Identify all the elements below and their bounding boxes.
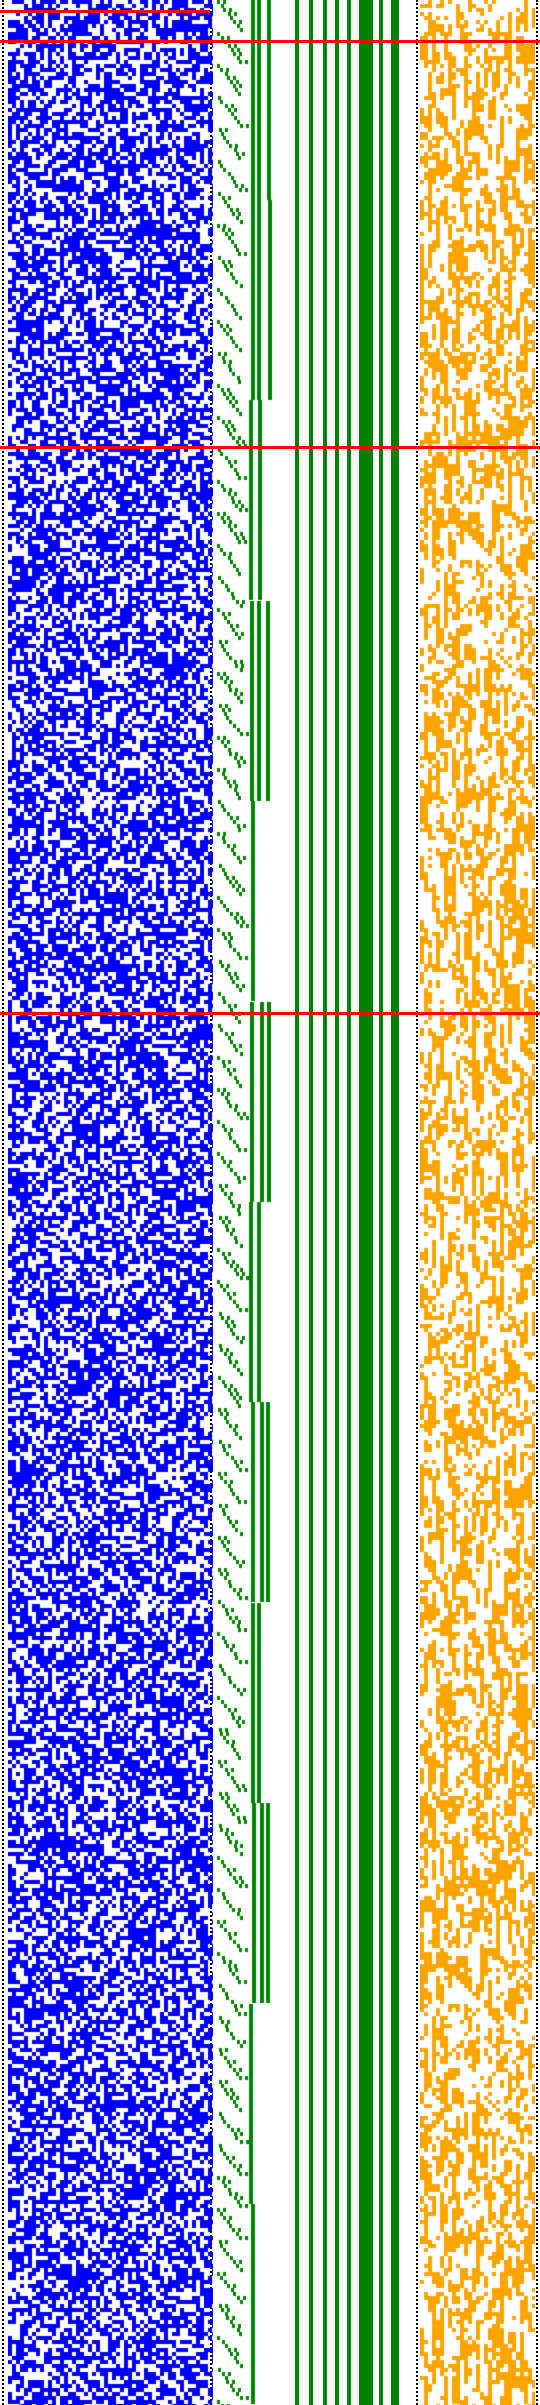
orange-cell-canvas — [420, 0, 535, 2405]
green-bar — [323, 0, 327, 2405]
green-staircase-panel — [213, 0, 281, 2405]
blue-cell-canvas — [8, 0, 213, 2405]
red-marker-line — [0, 1012, 540, 1015]
left-dotted-border — [2, 0, 4, 2405]
green-bar — [359, 0, 373, 2405]
green-bar — [391, 0, 399, 2405]
orange-panel-left-dotted-border — [416, 0, 418, 2405]
green-bar — [347, 0, 351, 2405]
red-marker-line — [0, 10, 210, 13]
red-marker-line — [0, 40, 540, 43]
green-bar — [379, 0, 383, 2405]
green-bar — [295, 0, 299, 2405]
green-bar — [309, 0, 313, 2405]
green-bars-panel — [281, 0, 416, 2405]
orange-cell-panel — [420, 0, 535, 2405]
green-bar — [335, 0, 339, 2405]
green-staircase-canvas — [213, 0, 281, 2405]
right-dotted-border — [536, 0, 538, 2405]
blue-cell-panel — [8, 0, 213, 2405]
red-marker-line — [0, 446, 540, 449]
